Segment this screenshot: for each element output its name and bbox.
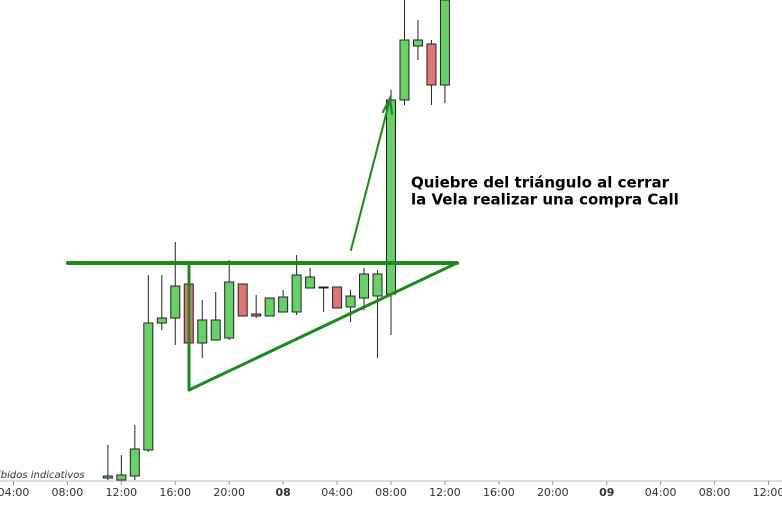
arrow-head [382, 94, 393, 115]
x-tick-label: 16:00 [159, 486, 191, 499]
x-tick-label: 09 [599, 486, 614, 499]
candle-body [156, 317, 167, 324]
x-tick-label: 08 [275, 486, 290, 499]
candle-body [399, 39, 410, 101]
x-tick-label: 20:00 [213, 486, 245, 499]
x-tick-label: 16:00 [483, 486, 515, 499]
candle-body [291, 274, 302, 313]
candle-body [197, 319, 208, 344]
footnote: ibidos indicativos [0, 470, 85, 481]
candle-body [359, 273, 370, 299]
x-tick-label: 20:00 [537, 486, 569, 499]
annotation: Quiebre del triángulo al cerrar [411, 174, 670, 192]
x-tick-label: 08:00 [52, 486, 84, 499]
x-tick-label: 12:00 [753, 486, 782, 499]
candle-body [305, 276, 316, 289]
candle-body [210, 319, 221, 341]
candle-body [318, 286, 329, 289]
candle-body [278, 296, 289, 313]
x-tick-label: 12:00 [429, 486, 461, 499]
support-line [187, 261, 459, 392]
candle-body [251, 313, 262, 317]
x-tick-label: 04:00 [645, 486, 677, 499]
candle-body [345, 295, 356, 308]
candle-body [412, 39, 423, 47]
candle-body [129, 448, 140, 477]
candle-body [332, 286, 343, 309]
candle-body [116, 474, 127, 481]
annotation: la Vela realizar una compra Call [411, 191, 679, 209]
candle-body [426, 43, 437, 86]
candle-body [439, 0, 450, 86]
candle-body [264, 297, 275, 317]
x-tick-label: 04:00 [0, 486, 29, 499]
triangle [66, 94, 459, 392]
x-tick-label: 04:00 [321, 486, 353, 499]
x-tick-label: 12:00 [105, 486, 137, 499]
candle-body [143, 322, 154, 451]
candle-body [372, 273, 383, 297]
candle-body [170, 285, 181, 319]
candle-body [102, 475, 113, 479]
candle-body [237, 283, 248, 317]
candle-body [224, 281, 235, 339]
x-tick-label: 08:00 [375, 486, 407, 499]
arrow-line [350, 102, 390, 251]
x-tick-label: 08:00 [699, 486, 731, 499]
